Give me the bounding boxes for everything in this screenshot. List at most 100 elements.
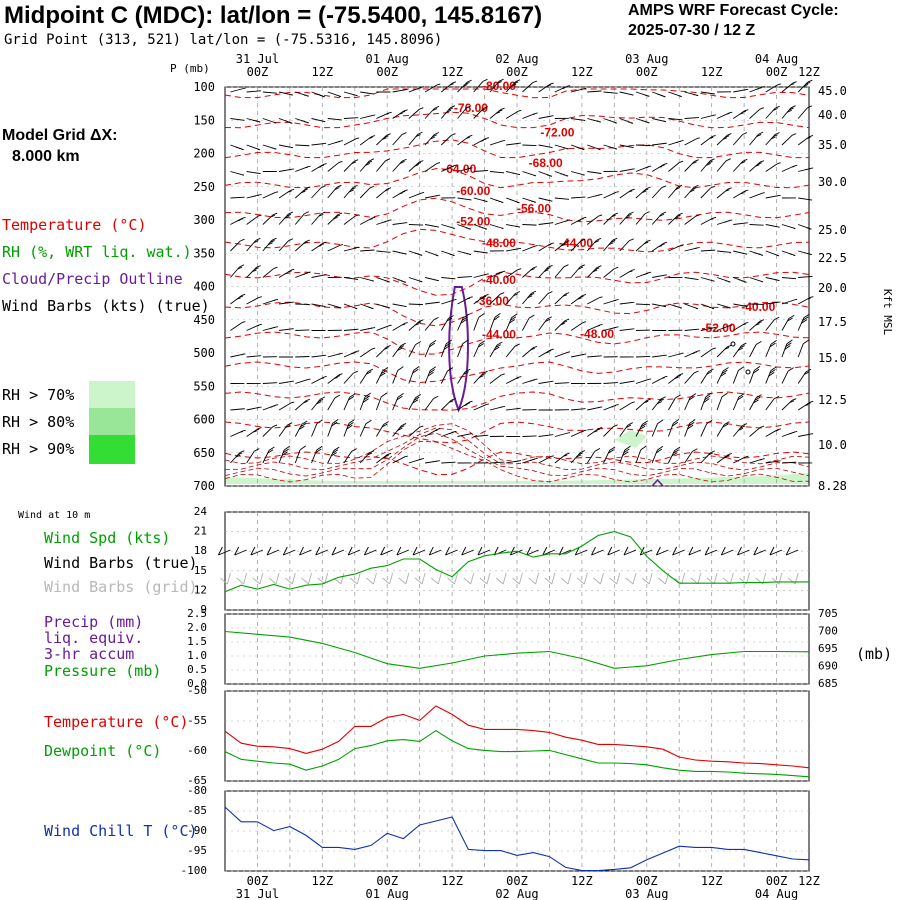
wind-barb: [278, 240, 289, 252]
wind-barb-grid: [593, 577, 601, 585]
wind-barb: [554, 351, 569, 358]
wind-barb-flag: [371, 135, 376, 138]
forecast-cycle-label: AMPS WRF Forecast Cycle:: [628, 2, 839, 19]
wind-barb-flag: [531, 290, 537, 294]
wind-barb-flag: [664, 162, 668, 165]
legend-rh70: RH > 70%: [2, 386, 75, 404]
wind-barb-flag: [807, 79, 813, 83]
y-tick-label: 695: [818, 642, 838, 655]
wind-barb-flag: [255, 237, 261, 241]
wind-barb-grid: [729, 572, 734, 585]
temperature-contour-label: -48.00: [482, 236, 516, 250]
wind-barb-flag: [387, 187, 392, 190]
wind-barb-flag: [493, 346, 500, 351]
wind-barb-flag: [548, 350, 552, 352]
wind-barb-flag: [386, 113, 389, 115]
wind-barb: [311, 142, 326, 146]
wind-barb-flag: [367, 452, 373, 456]
wind-barb-flag: [495, 111, 501, 114]
wind-barb-flag: [348, 419, 355, 424]
wind-barb-flag: [737, 395, 744, 401]
wind-barb-flag: [284, 216, 290, 219]
wind-barb-grid: [414, 577, 423, 585]
wind-barb-flag: [640, 423, 647, 428]
wind-barb-grid: [697, 572, 702, 585]
wind-barb-flag: [789, 400, 795, 403]
wind-barb-grid: [577, 577, 585, 585]
wind-barb-flag: [416, 162, 422, 165]
wind-barb-flag: [237, 452, 243, 456]
wind-barb-flag: [433, 395, 439, 400]
wind-barb: [700, 249, 715, 252]
y-tick-label: 1.5: [187, 635, 207, 648]
wind-barb-flag: [726, 112, 730, 115]
wind-barb: [603, 118, 617, 124]
wind-barb-flag: [511, 83, 517, 87]
wind-barb-grid: [648, 572, 653, 585]
wind-barb-grid: [285, 577, 293, 585]
wind-barb: [331, 549, 345, 556]
wind-barb-flag: [770, 366, 777, 371]
wind-barb: [781, 277, 796, 280]
wind-barb-grid: [681, 572, 686, 585]
legend-wind-barbs-true: Wind Barbs (true): [44, 554, 198, 572]
wind-barb-flag: [810, 296, 814, 298]
wind-barb-flag: [803, 313, 810, 319]
wind-barb-flag: [369, 450, 375, 454]
wind-barb-flag: [578, 266, 583, 270]
bottom-hour-label: 12Z: [311, 874, 333, 888]
forecast-cycle-value: 2025-07-30 / 12 Z: [628, 22, 756, 39]
wind-barb: [765, 250, 780, 257]
wind-barb-flag: [511, 313, 518, 318]
y-tick-label: 0.5: [187, 663, 207, 676]
temperature-line: [224, 705, 810, 769]
wind-barb-flag: [721, 369, 728, 374]
wind-barb-flag: [679, 160, 684, 164]
wind-barb-flag: [414, 323, 419, 326]
wind-barb: [733, 222, 748, 225]
upper-wind-barbs: [230, 78, 814, 464]
wind-barb-flag: [738, 393, 745, 398]
wind-barb-flag: [331, 452, 337, 457]
wind-barb-flag: [401, 132, 407, 135]
wind-barb-grid: [632, 572, 637, 585]
wind-barb: [295, 378, 309, 384]
wind-barb: [294, 449, 301, 464]
wind-barb-flag: [690, 393, 697, 398]
bottom-hour-label: 00Z: [506, 874, 528, 888]
wind-barb-flag: [287, 422, 293, 426]
temperature-contour-line: [224, 451, 810, 476]
wind-barb-flag: [786, 339, 793, 345]
wind-barb-flag: [290, 268, 295, 271]
wind-barb: [737, 549, 750, 556]
wind-barb-flag: [801, 319, 808, 324]
wind-barb: [797, 343, 804, 358]
wind-barb-flag: [703, 398, 710, 403]
wind-barb-grid: [512, 577, 520, 585]
wind-barb-flag: [802, 339, 810, 345]
wind-barb-flag: [657, 445, 664, 451]
wind-barb-flag: [725, 454, 730, 457]
wind-barb-flag: [463, 371, 469, 375]
wind-barb-flag: [598, 427, 603, 429]
wind-barb-flag: [412, 399, 419, 404]
wind-barb: [538, 456, 552, 464]
wind-barb-grid: [291, 572, 296, 585]
wind-barb-flag: [272, 212, 278, 216]
wind-barb: [570, 322, 583, 331]
legend-wind-chill: Wind Chill T (°C): [44, 822, 198, 840]
y-tick-label: 12: [194, 583, 207, 596]
wind-barb: [765, 84, 778, 93]
wind-barb-flag: [369, 185, 375, 189]
wind-barb-flag: [777, 83, 781, 86]
wind-barb-flag: [681, 244, 684, 246]
wind-barb: [360, 249, 375, 252]
temperature-contour-label: -68.00: [529, 156, 563, 170]
wind-barb-flag: [469, 400, 473, 403]
wind-barb-flag: [469, 296, 473, 298]
grid-point-label: Grid Point (313, 521) lat/lon = (-75.531…: [4, 32, 443, 48]
wind-barb-flag: [724, 421, 730, 425]
wind-barb-grid: [544, 577, 553, 585]
wind-barb-flag: [353, 159, 359, 162]
wind-barb-grid: [713, 572, 718, 585]
